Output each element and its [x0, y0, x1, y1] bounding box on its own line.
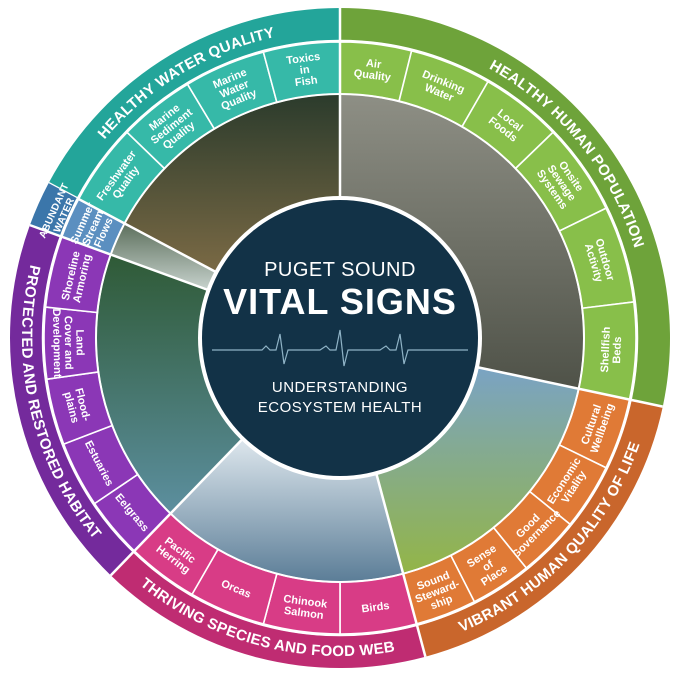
center-caption-line1: UNDERSTANDING [272, 379, 408, 396]
goal-divider [375, 472, 427, 658]
goal-divider [109, 437, 244, 577]
goal-divider [29, 223, 209, 292]
indicator-label: ToxicsinFish [286, 51, 324, 90]
heartbeat-line-icon [212, 329, 468, 367]
center-title-large: VITAL SIGNS [223, 281, 457, 322]
goal-band-healthy-water-quality[interactable] [48, 8, 341, 199]
indicator-label: SummerStreamFlows [68, 200, 118, 255]
center-badge: PUGET SOUND VITAL SIGNS UNDERSTANDING EC… [198, 196, 482, 480]
photo-ring [96, 94, 584, 582]
ring-separator [41, 39, 639, 637]
photo-river-valley [96, 254, 245, 514]
goal-divider [48, 181, 217, 274]
photo-orca [170, 437, 404, 582]
indicator-ring: FreshwaterQualityMarineSedimentQualityMa… [43, 41, 637, 635]
goal-band-healthy-human-population[interactable] [340, 8, 670, 407]
indicator-label: Birds [361, 600, 390, 616]
indicator-label: ChinookSalmon [281, 593, 329, 622]
photo-farm-silo [375, 366, 579, 574]
center-disc [202, 200, 478, 476]
photo-beach-children [340, 94, 584, 389]
photo-waterfall [110, 223, 219, 291]
indicator-label: AirQuality [353, 56, 394, 84]
center-caption-line2: ECOSYSTEM HEALTH [258, 399, 422, 416]
goal-band-protected-and-restored-habitat[interactable] [9, 225, 133, 576]
goal-divider [476, 365, 664, 408]
indicator-label: ShellfishBeds [599, 326, 625, 373]
center-title-small: PUGET SOUND [264, 259, 416, 281]
goal-band-thriving-species-and-food-web[interactable] [110, 552, 426, 668]
photo-fish [124, 94, 340, 274]
ring-separator [95, 93, 585, 583]
indicator-label: LandCover andDevelopment [50, 308, 86, 378]
goal-band-vibrant-human-quality-of-life[interactable] [417, 399, 663, 657]
